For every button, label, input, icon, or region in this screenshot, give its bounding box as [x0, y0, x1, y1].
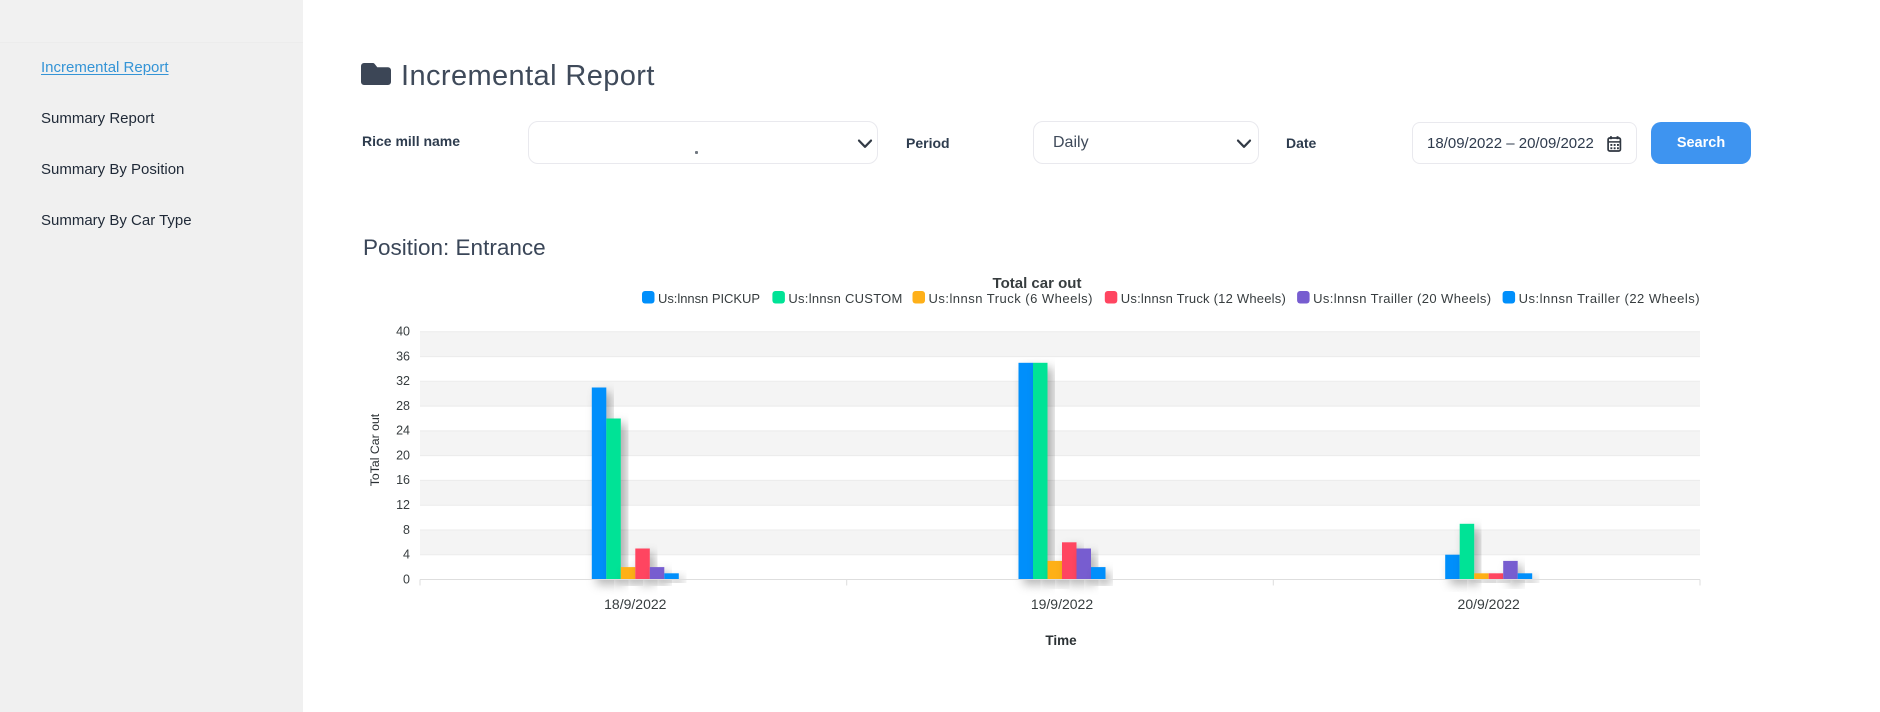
- svg-text:8: 8: [403, 523, 410, 537]
- svg-text:36: 36: [396, 349, 410, 363]
- svg-text:Total car out: Total car out: [993, 275, 1082, 292]
- svg-text:32: 32: [396, 374, 410, 388]
- svg-text:Us:lnnsn Truck (6 Wheels): Us:lnnsn Truck (6 Wheels): [929, 291, 1093, 306]
- svg-text:0: 0: [403, 572, 410, 586]
- svg-text:20/9/2022: 20/9/2022: [1458, 596, 1520, 612]
- svg-text:28: 28: [396, 399, 410, 413]
- svg-text:16: 16: [396, 473, 410, 487]
- svg-text:12: 12: [396, 498, 410, 512]
- svg-text:18/9/2022: 18/9/2022: [604, 596, 666, 612]
- svg-text:Us:lnnsn Trailler (22 Wheels): Us:lnnsn Trailler (22 Wheels): [1519, 291, 1700, 306]
- svg-text:Time: Time: [1045, 633, 1077, 648]
- svg-text:24: 24: [396, 424, 410, 438]
- svg-text:Us:lnnsn Truck (12 Wheels): Us:lnnsn Truck (12 Wheels): [1121, 291, 1286, 306]
- svg-text:20: 20: [396, 448, 410, 462]
- svg-text:Us:lnnsn PICKUP: Us:lnnsn PICKUP: [658, 291, 760, 306]
- svg-text:19/9/2022: 19/9/2022: [1031, 596, 1093, 612]
- svg-text:4: 4: [403, 548, 410, 562]
- svg-text:Us:lnnsn Trailler (20 Wheels): Us:lnnsn Trailler (20 Wheels): [1313, 291, 1491, 306]
- svg-text:Us:lnnsn CUSTOM: Us:lnnsn CUSTOM: [788, 291, 902, 306]
- svg-text:ToTal Car out: ToTal Car out: [368, 413, 382, 486]
- svg-text:40: 40: [396, 325, 410, 339]
